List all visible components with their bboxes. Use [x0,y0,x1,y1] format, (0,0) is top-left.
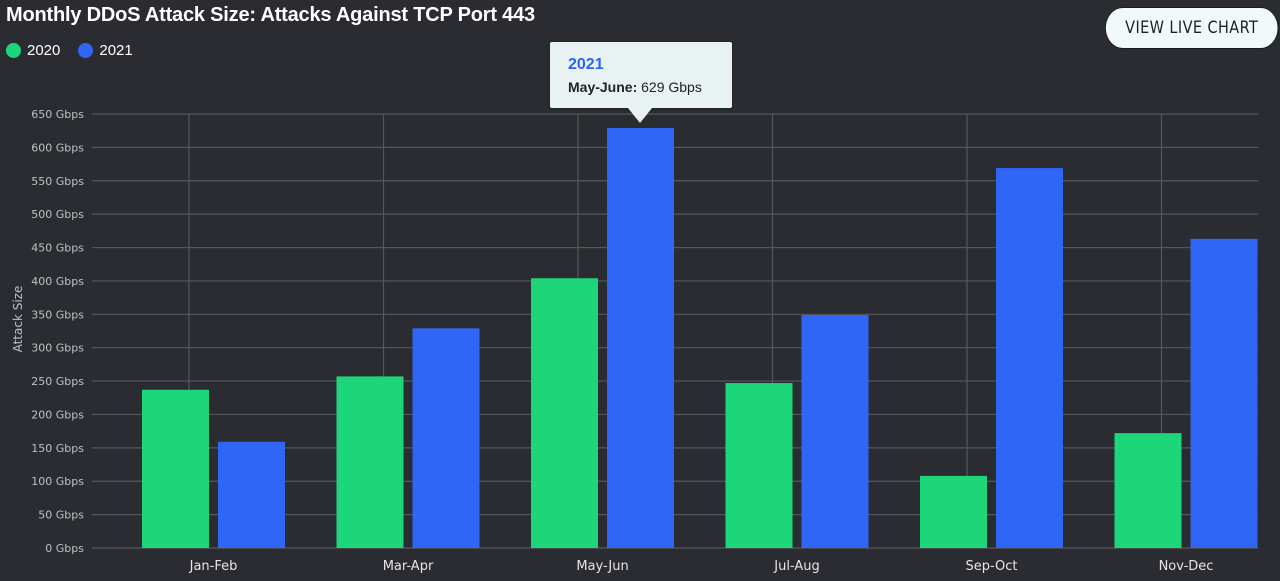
y-tick-label: 350 Gbps [31,308,84,321]
y-tick-label: 650 Gbps [31,108,84,121]
bar-2021-May-Jun[interactable] [607,128,674,548]
y-tick-label: 250 Gbps [31,375,84,388]
x-tick-label: Jul-Aug [773,559,819,574]
x-tick-label: Sep-Oct [965,559,1017,574]
bar-2021-Jul-Aug[interactable] [801,314,869,548]
bar-2021-Jan-Feb[interactable] [218,441,285,548]
y-tick-label: 400 Gbps [31,275,84,288]
chart-title: Monthly DDoS Attack Size: Attacks Agains… [6,4,535,26]
legend-dot-icon [78,43,94,58]
x-tick-label: Mar-Apr [383,559,434,574]
y-tick-label: 300 Gbps [31,342,84,355]
legend-label: 2020 [27,42,61,59]
y-tick-label: 200 Gbps [31,408,84,421]
bar-2021-Nov-Dec[interactable] [1190,238,1258,548]
y-tick-label: 150 Gbps [31,442,84,455]
legend-item-2021[interactable]: 2021 [78,42,133,59]
tooltip-series: 2021 [568,56,604,73]
y-tick-label: 500 Gbps [31,208,84,221]
y-tick-label: 50 Gbps [38,509,84,522]
bar-2020-Jul-Aug[interactable] [725,383,793,548]
y-tick-label: 0 Gbps [45,542,84,555]
tooltip: 2021 May-June: 629 Gbps [550,42,732,123]
view-live-chart-button[interactable]: VIEW LIVE CHART [1105,7,1279,49]
bar-2020-Jan-Feb[interactable] [142,389,209,548]
tooltip-category: May-June: [568,79,638,95]
legend-label: 2021 [99,42,133,59]
legend-item-2020[interactable]: 2020 [6,42,60,59]
bar-2021-Sep-Oct[interactable] [996,168,1063,549]
bar-2020-May-Jun[interactable] [531,278,598,548]
y-axis-label: Attack Size [11,285,25,353]
legend-dot-icon [6,43,21,58]
legend: 2020 2021 [6,42,133,59]
bar-2020-Nov-Dec[interactable] [1114,433,1182,548]
x-tick-label: Nov-Dec [1159,559,1214,574]
y-tick-label: 100 Gbps [31,475,84,488]
y-tick-label: 450 Gbps [31,242,84,255]
x-tick-label: May-Jun [576,559,628,574]
bar-2020-Mar-Apr[interactable] [336,376,404,548]
x-tick-label: Jan-Feb [189,559,238,574]
bar-2021-Mar-Apr[interactable] [412,328,480,548]
bar-2020-Sep-Oct[interactable] [920,475,987,548]
tooltip-value-line: May-June: 629 Gbps [568,79,702,95]
tooltip-value: 629 Gbps [641,79,702,95]
y-tick-label: 550 Gbps [31,175,84,188]
y-tick-label: 600 Gbps [31,141,84,154]
